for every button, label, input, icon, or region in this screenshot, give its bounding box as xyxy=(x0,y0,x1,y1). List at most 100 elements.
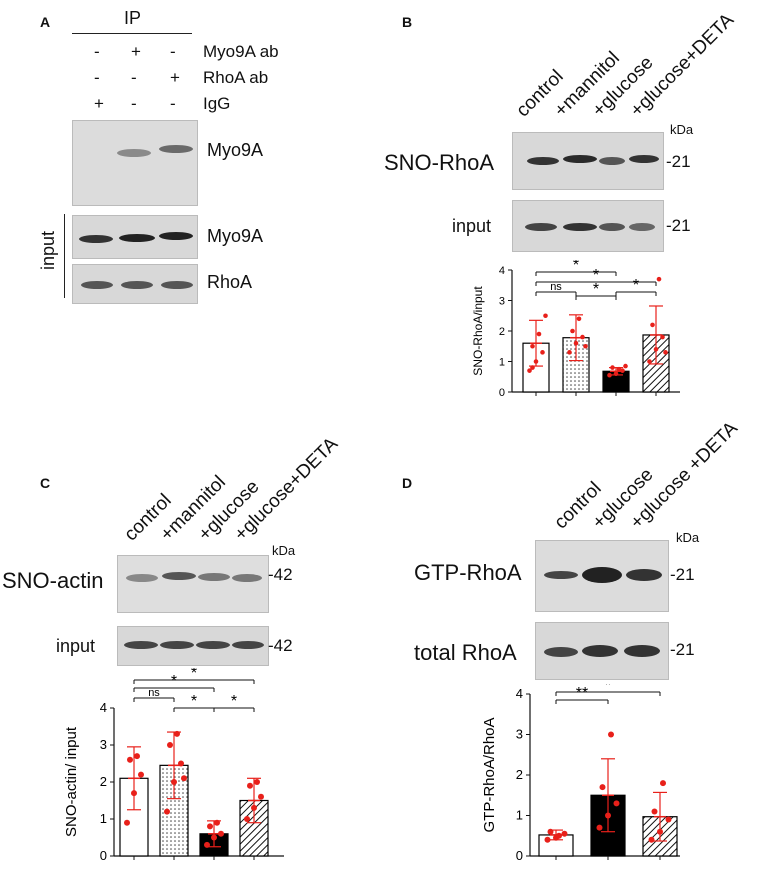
data-point xyxy=(623,363,628,369)
blot-d2-label: total RhoA xyxy=(414,640,517,665)
data-point xyxy=(543,313,548,319)
data-point xyxy=(567,350,572,355)
data-point xyxy=(660,334,665,340)
rhoa-ab-label: RhoA ab xyxy=(203,68,269,87)
blot-c1 xyxy=(117,555,269,613)
blot-c2-label: input xyxy=(56,636,96,656)
data-point xyxy=(254,779,260,785)
data-point xyxy=(665,816,672,823)
data-point xyxy=(583,343,588,349)
blot-a-input2 xyxy=(72,264,198,304)
y-tick-label: 0 xyxy=(499,387,505,399)
data-point xyxy=(138,771,144,778)
sign-a-r2-1: - xyxy=(94,68,100,87)
data-point xyxy=(599,784,606,791)
data-point xyxy=(556,832,562,839)
blot-a-input2-label: RhoA xyxy=(207,272,253,292)
blot-a-input1 xyxy=(72,215,198,259)
data-point xyxy=(536,331,542,337)
data-point xyxy=(648,836,655,843)
panel-b-letter: B xyxy=(402,14,413,30)
data-point xyxy=(656,276,662,282)
data-point xyxy=(167,742,173,748)
mw-c2: -42 xyxy=(268,636,293,655)
sig-label: ns xyxy=(148,687,160,699)
y-tick-label: 4 xyxy=(516,686,523,701)
data-point xyxy=(544,836,551,843)
kda-b: kDa xyxy=(670,122,694,137)
sig-label: * xyxy=(593,281,599,298)
data-point xyxy=(663,350,668,355)
y-tick-label: 0 xyxy=(100,848,107,863)
data-point xyxy=(164,808,170,815)
blot-d2 xyxy=(535,622,669,680)
data-point xyxy=(124,819,130,826)
sign-a-r2-3: + xyxy=(170,68,180,87)
data-point xyxy=(207,823,213,830)
mw-b2: -21 xyxy=(666,216,691,235)
data-point xyxy=(651,808,658,815)
blot-a-ip xyxy=(72,120,198,206)
data-point xyxy=(244,816,250,822)
y-tick-label: 2 xyxy=(499,326,505,338)
panel-a-letter: A xyxy=(40,14,51,30)
ip-label: IP xyxy=(124,8,142,28)
data-point xyxy=(540,350,545,355)
y-tick-label: 3 xyxy=(499,296,505,308)
mw-c1: -42 xyxy=(268,565,293,584)
y-tick-label: 4 xyxy=(499,265,505,277)
sign-a-r3-1: + xyxy=(94,94,104,113)
blot-b2 xyxy=(512,200,664,252)
y-tick-label: 4 xyxy=(100,700,107,715)
y-tick-label: 1 xyxy=(516,808,523,823)
data-point xyxy=(134,753,140,760)
data-point xyxy=(247,782,253,789)
sig-label: ns xyxy=(550,281,562,293)
y-tick-label: 2 xyxy=(100,774,107,789)
data-point xyxy=(613,800,620,807)
y-axis-label: SNO-RhoA/input xyxy=(471,286,485,376)
y-tick-label: 1 xyxy=(499,357,505,369)
blot-a-ip-label: Myo9A xyxy=(207,140,264,160)
sig-label: * xyxy=(605,684,611,694)
sign-a-r1-3: - xyxy=(170,42,176,61)
sign-a-r3-3: - xyxy=(170,94,176,113)
data-point xyxy=(258,793,264,800)
ip-bracket xyxy=(72,33,192,34)
kda-d: kDa xyxy=(676,530,700,545)
data-point xyxy=(530,343,535,349)
blot-c1-label: SNO-actin xyxy=(2,568,104,593)
mw-b1: -21 xyxy=(666,152,691,171)
data-point xyxy=(608,731,614,738)
sig-label: * xyxy=(633,277,639,294)
sig-label: * xyxy=(171,673,177,690)
y-axis-label: GTP-RhoA/RhoA xyxy=(481,717,498,832)
mw-d1: -21 xyxy=(670,565,695,584)
data-point xyxy=(561,830,568,837)
sign-a-r3-2: - xyxy=(131,94,137,113)
data-point xyxy=(181,775,187,782)
blot-c2 xyxy=(117,626,269,666)
sig-label: * xyxy=(191,693,197,710)
sign-a-r1-2: + xyxy=(131,42,141,61)
sig-label: * xyxy=(573,260,579,274)
panel-c-letter: C xyxy=(40,475,51,491)
blot-a-input1-label: Myo9A xyxy=(207,226,264,246)
blot-d1 xyxy=(535,540,669,612)
sig-label: * xyxy=(593,267,599,284)
data-point xyxy=(647,359,652,364)
sig-label: * xyxy=(231,693,237,710)
sig-label: * xyxy=(191,668,197,682)
kda-c: kDa xyxy=(272,543,296,558)
blot-b2-label: input xyxy=(452,216,492,236)
input-bracket-a xyxy=(64,214,65,298)
y-tick-label: 1 xyxy=(100,811,107,826)
data-point xyxy=(596,824,603,831)
data-point xyxy=(527,368,532,373)
y-tick-label: 2 xyxy=(516,767,523,782)
y-tick-label: 3 xyxy=(100,737,107,752)
mw-d2: -21 xyxy=(670,640,695,659)
chart-c: 0 1 2 3 4 SNO-actin/ input * * ns * * xyxy=(63,668,284,863)
